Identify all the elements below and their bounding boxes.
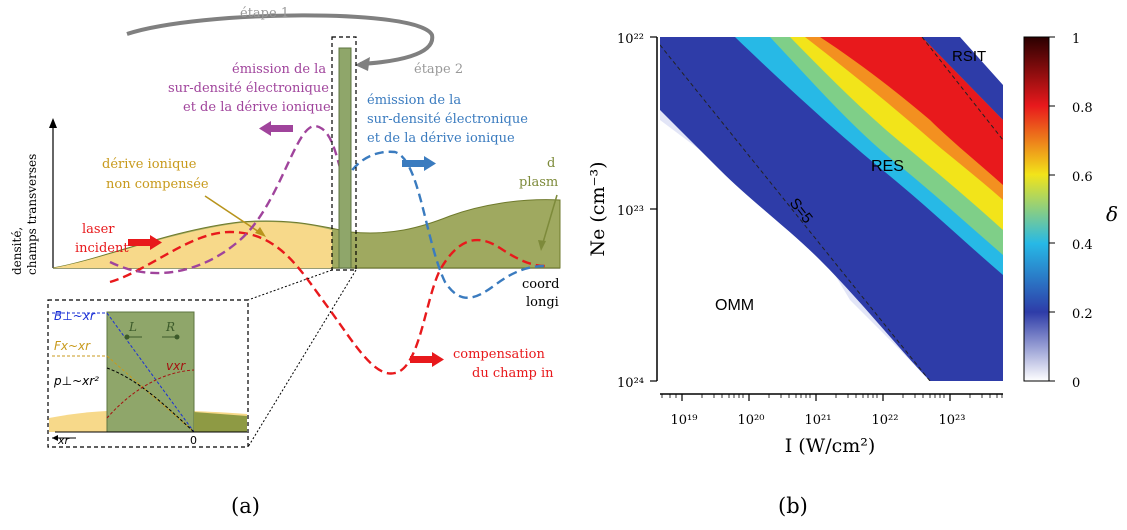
zoom-box (331, 36, 357, 271)
inset: B⊥~xr Fx~xr p⊥~xr² vxr L R xr 0 (47, 299, 249, 448)
y-axis-label-1: densité, (10, 227, 24, 275)
s5-line (660, 44, 931, 381)
step1-label: étape 1 (240, 6, 289, 21)
panel-a-label: (a) (231, 494, 260, 518)
plasma-label-2: plasm (519, 175, 558, 190)
x-tick-1e21: 10²¹ (805, 413, 832, 428)
inset-F: Fx~xr (54, 339, 91, 353)
inset-B: B⊥~xr (54, 309, 96, 323)
inset-xr: xr (57, 434, 71, 447)
drift-label-1: dérive ionique (102, 157, 197, 172)
inset-L: L (128, 320, 137, 334)
region-omm: OMM (715, 297, 754, 314)
emission-left-2: sur-densité électronique (168, 81, 329, 96)
emission-left-1: émission de la (232, 62, 326, 77)
compensation-label-2: du champ in (472, 366, 554, 381)
step2-label: étape 2 (414, 62, 463, 77)
cb-tick-0: 0 (1072, 376, 1080, 391)
rsit-boundary (921, 37, 1003, 141)
step1-arrow (126, 13, 435, 66)
plasma-label-1: d (547, 156, 555, 171)
y-axis-arrow (49, 118, 57, 128)
heatmap-rsit-corner (960, 37, 1003, 85)
emission-right-1: émission de la (367, 93, 461, 108)
cb-tick-1: 1 (1072, 32, 1080, 47)
y-tick-1e22: 10²² (617, 32, 644, 47)
y-tick-1e24: 10²⁴ (617, 376, 644, 391)
inset-zero: 0 (190, 434, 197, 447)
laser-field (109, 230, 546, 375)
region-rsit: RSIT (952, 48, 986, 65)
region-res: RES (871, 158, 904, 175)
zoom-line-left (247, 269, 333, 301)
x-tick-1e22: 10²² (872, 413, 899, 428)
drift-label-2: non compensée (106, 177, 209, 192)
x-axis-label: I (W/cm²) (785, 435, 876, 457)
heatmap-red-band (820, 37, 1003, 185)
cb-tick-06: 0.6 (1072, 170, 1093, 185)
inset-p: p⊥~xr² (53, 374, 99, 388)
electron-overdensity (338, 47, 352, 269)
emission-field-left (109, 124, 347, 275)
plasma-arrow (541, 194, 558, 247)
colorbar-label: δ (1106, 202, 1118, 226)
emission-field-right (343, 150, 546, 299)
compensation-label-1: compensation (453, 347, 545, 362)
zoom-line-right (247, 269, 357, 448)
cb-tick-04: 0.4 (1072, 238, 1093, 253)
step1-arrowhead (355, 57, 370, 71)
y-tick-1e23: 10²³ (617, 204, 644, 219)
colorbar (1023, 36, 1050, 382)
inset-v: vxr (166, 359, 186, 373)
x-tick-1e20: 10²⁰ (738, 413, 765, 428)
emission-left-arrow (271, 125, 293, 132)
panel-b-label: (b) (778, 494, 808, 518)
emission-right-arrow (402, 160, 424, 167)
panel-b-heatmap: 10²² 10²³ 10²⁴ 10¹⁹ 10²⁰ 10²¹ 10²² 10²³ … (587, 32, 1118, 518)
emission-left-3: et de la dérive ionique (183, 100, 331, 115)
coord-label-1: coord (522, 277, 559, 292)
x-tick-1e23: 10²³ (939, 413, 966, 428)
x-tick-1e19: 10¹⁹ (671, 413, 698, 428)
cb-tick-08: 0.8 (1072, 101, 1093, 116)
coord-label-2: longi (526, 295, 559, 310)
laser-arrow (128, 239, 150, 246)
cb-tick-02: 0.2 (1072, 307, 1093, 322)
y-axis-label: Ne (cm⁻³) (587, 161, 609, 256)
panel-a-schematic: étape 1 étape 2 densité, champs transver… (10, 6, 561, 518)
y-axis-label-2: champs transverses (25, 154, 39, 275)
laser-label-2: incident (75, 241, 129, 256)
compensation-arrow (410, 356, 432, 363)
emission-right-3: et de la dérive ionique (367, 131, 515, 146)
inset-R: R (165, 320, 175, 334)
laser-label-1: laser (82, 222, 115, 237)
emission-right-2: sur-densité électronique (367, 112, 528, 127)
